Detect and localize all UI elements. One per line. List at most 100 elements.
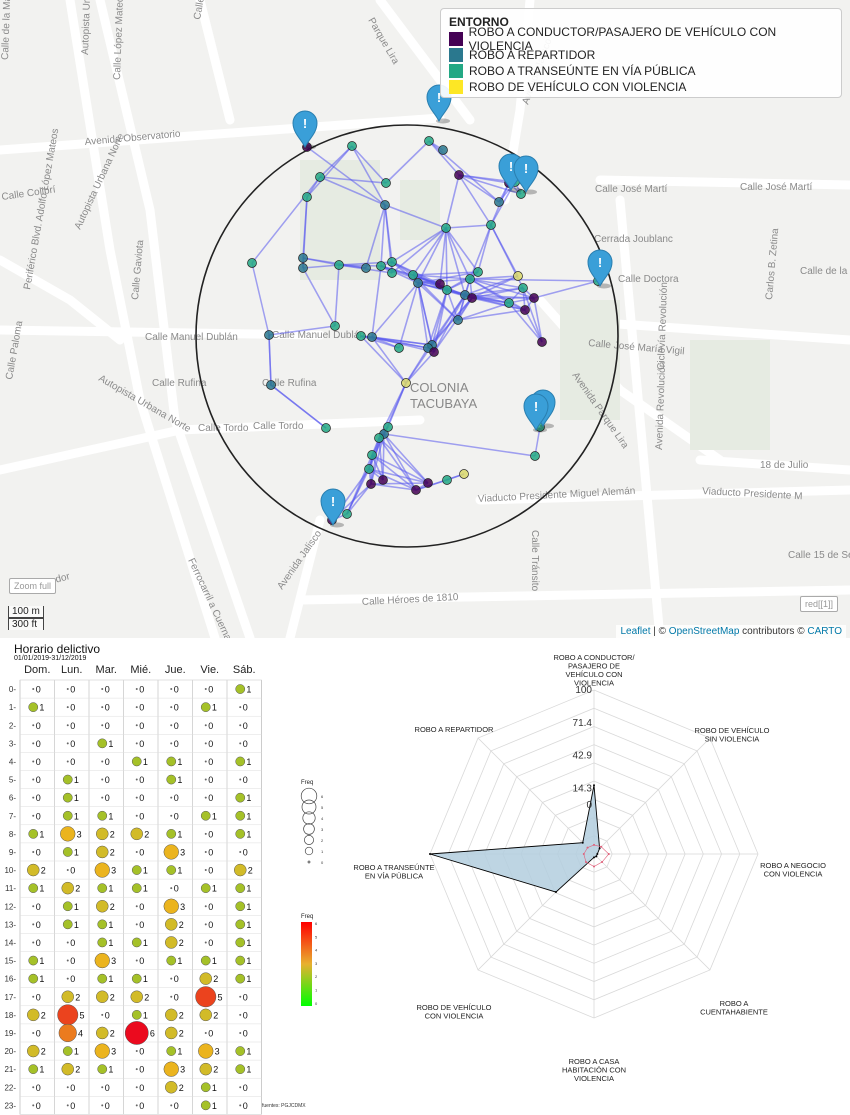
freq-dot xyxy=(28,955,39,966)
road xyxy=(375,0,475,125)
freq-value: 0 xyxy=(174,811,179,821)
freq-dot xyxy=(235,684,246,694)
freq-value: 2 xyxy=(75,884,80,894)
connection-line xyxy=(380,204,386,267)
osm-link[interactable]: OpenStreetMap xyxy=(668,626,740,637)
freq-value: 0 xyxy=(70,956,75,966)
hour-label: 5- xyxy=(9,776,16,785)
scale-imperial: 300 ft xyxy=(8,618,44,630)
freq-dot xyxy=(170,796,173,799)
freq-dot xyxy=(239,850,242,853)
freq-value: 1 xyxy=(177,775,182,785)
freq-dot xyxy=(204,832,207,835)
freq-value: 0 xyxy=(208,902,213,912)
exclamation-marker-icon[interactable]: ! xyxy=(587,249,613,289)
crime-point xyxy=(387,268,397,278)
freq-dot xyxy=(32,1086,35,1089)
size-legend-label: 1 xyxy=(321,849,324,854)
freq-dot xyxy=(166,955,177,966)
radar-axis-label: ROBO A CUENTAHABIENTE xyxy=(700,999,768,1017)
freq-value: 1 xyxy=(108,938,113,948)
freq-value: 0 xyxy=(174,739,179,749)
color-legend-title: Freq xyxy=(301,914,313,920)
connection-line xyxy=(445,174,460,229)
freq-dot xyxy=(131,973,142,984)
layer-toggle-button[interactable]: red[[1]] xyxy=(800,596,839,612)
connection-line xyxy=(427,294,466,349)
radar-axis-line: HABITACIÓN CON xyxy=(562,1066,626,1075)
freq-dot xyxy=(57,1004,79,1026)
size-legend-dot xyxy=(301,799,317,815)
exclamation-marker-icon[interactable]: ! xyxy=(513,155,539,195)
freq-value: 2 xyxy=(179,1010,184,1020)
exclamation-marker-icon[interactable]: ! xyxy=(523,393,549,433)
connection-line xyxy=(398,282,419,349)
day-label: Lun. xyxy=(61,664,82,676)
scale-bar: 100 m 300 ft xyxy=(8,606,44,630)
street-label: Calle Camino xyxy=(192,0,213,21)
crime-point xyxy=(518,283,528,293)
crime-point xyxy=(529,293,539,303)
leaflet-link[interactable]: Leaflet xyxy=(620,626,651,637)
freq-value: 1 xyxy=(246,1047,251,1057)
freq-dot xyxy=(66,977,69,980)
connection-line xyxy=(371,282,419,338)
freq-value: 2 xyxy=(144,992,149,1002)
road xyxy=(95,0,255,638)
crime-point xyxy=(367,332,377,342)
freq-value: 1 xyxy=(143,1010,148,1020)
freq-dot xyxy=(66,688,69,691)
freq-dot xyxy=(135,688,138,691)
crime-point xyxy=(486,220,496,230)
connection-line xyxy=(319,176,386,206)
radar-tick-label: 100 xyxy=(575,685,592,696)
connection-line xyxy=(405,347,429,384)
street-label: Calle López Mateos xyxy=(112,0,126,80)
freq-value: 0 xyxy=(139,811,144,821)
freq-dot xyxy=(61,990,74,1003)
freq-value: 0 xyxy=(36,1083,41,1093)
road xyxy=(0,415,425,475)
freq-value: 1 xyxy=(246,829,251,839)
crime-point xyxy=(347,141,357,151)
freq-dot xyxy=(97,973,108,984)
freq-dot xyxy=(200,702,211,713)
freq-value: 0 xyxy=(243,1101,248,1111)
park-block xyxy=(560,300,620,420)
road xyxy=(695,455,850,475)
crime-point xyxy=(361,263,371,273)
freq-dot xyxy=(135,724,138,727)
radar-point xyxy=(593,856,595,859)
exclamation-marker-icon[interactable]: ! xyxy=(320,488,346,528)
freq-dot xyxy=(28,702,39,713)
freq-value: 1 xyxy=(246,1065,251,1075)
freq-value: 0 xyxy=(208,793,213,803)
freq-dot xyxy=(199,1008,212,1022)
freq-dot xyxy=(166,829,177,839)
freq-value: 4 xyxy=(78,1028,83,1038)
radar-axis-line: VIOLENCIA xyxy=(574,1074,614,1083)
freq-dot xyxy=(101,706,104,709)
area-circle xyxy=(195,124,619,548)
freq-dot xyxy=(135,1086,138,1089)
connection-line xyxy=(371,336,407,384)
connection-line xyxy=(383,433,429,484)
freq-value: 2 xyxy=(110,1028,115,1038)
zoom-full-button[interactable]: Zoom full xyxy=(9,578,57,594)
exclamation-marker-icon[interactable]: ! xyxy=(292,110,318,150)
freq-dot xyxy=(135,706,138,709)
marker-pin xyxy=(292,110,318,149)
connection-line xyxy=(533,280,599,299)
radar-axis-label: ROBO A REPARTIDOR xyxy=(415,725,494,734)
carto-link[interactable]: CARTO xyxy=(807,626,842,637)
freq-dot xyxy=(62,774,73,785)
radar-axis-label: ROBO DE VEHÍCULO SIN VIOLENCIA xyxy=(694,726,769,744)
freq-dot xyxy=(200,955,211,966)
crime-map[interactable]: Avenida Observatorio Calle José Martí Call… xyxy=(0,0,850,638)
freq-value: 1 xyxy=(108,811,113,821)
charts-panel: Horario delictivo 01/01/2019-31/12/2019 … xyxy=(0,638,850,1115)
freq-dot xyxy=(97,810,108,821)
freq-value: 1 xyxy=(177,866,182,876)
freq-dot xyxy=(66,724,69,727)
connection-line xyxy=(477,224,492,273)
